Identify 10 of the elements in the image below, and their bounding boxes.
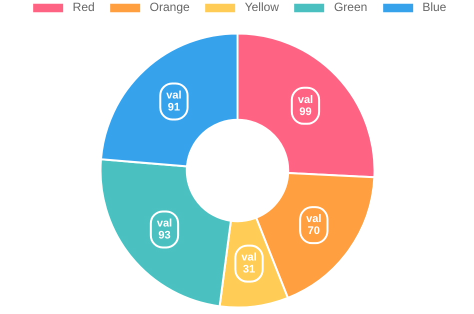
legend-label: Yellow — [244, 0, 279, 14]
data-label: val 70 — [306, 213, 322, 238]
legend-label: Green — [334, 0, 368, 14]
data-label: val 31 — [241, 252, 257, 276]
legend-label: Blue — [422, 0, 446, 14]
legend-label: Orange — [150, 0, 190, 14]
legend-label: Red — [72, 0, 95, 14]
data-label: val 99 — [298, 94, 314, 118]
data-label: val 91 — [166, 89, 182, 114]
data-label: val 93 — [156, 217, 172, 242]
